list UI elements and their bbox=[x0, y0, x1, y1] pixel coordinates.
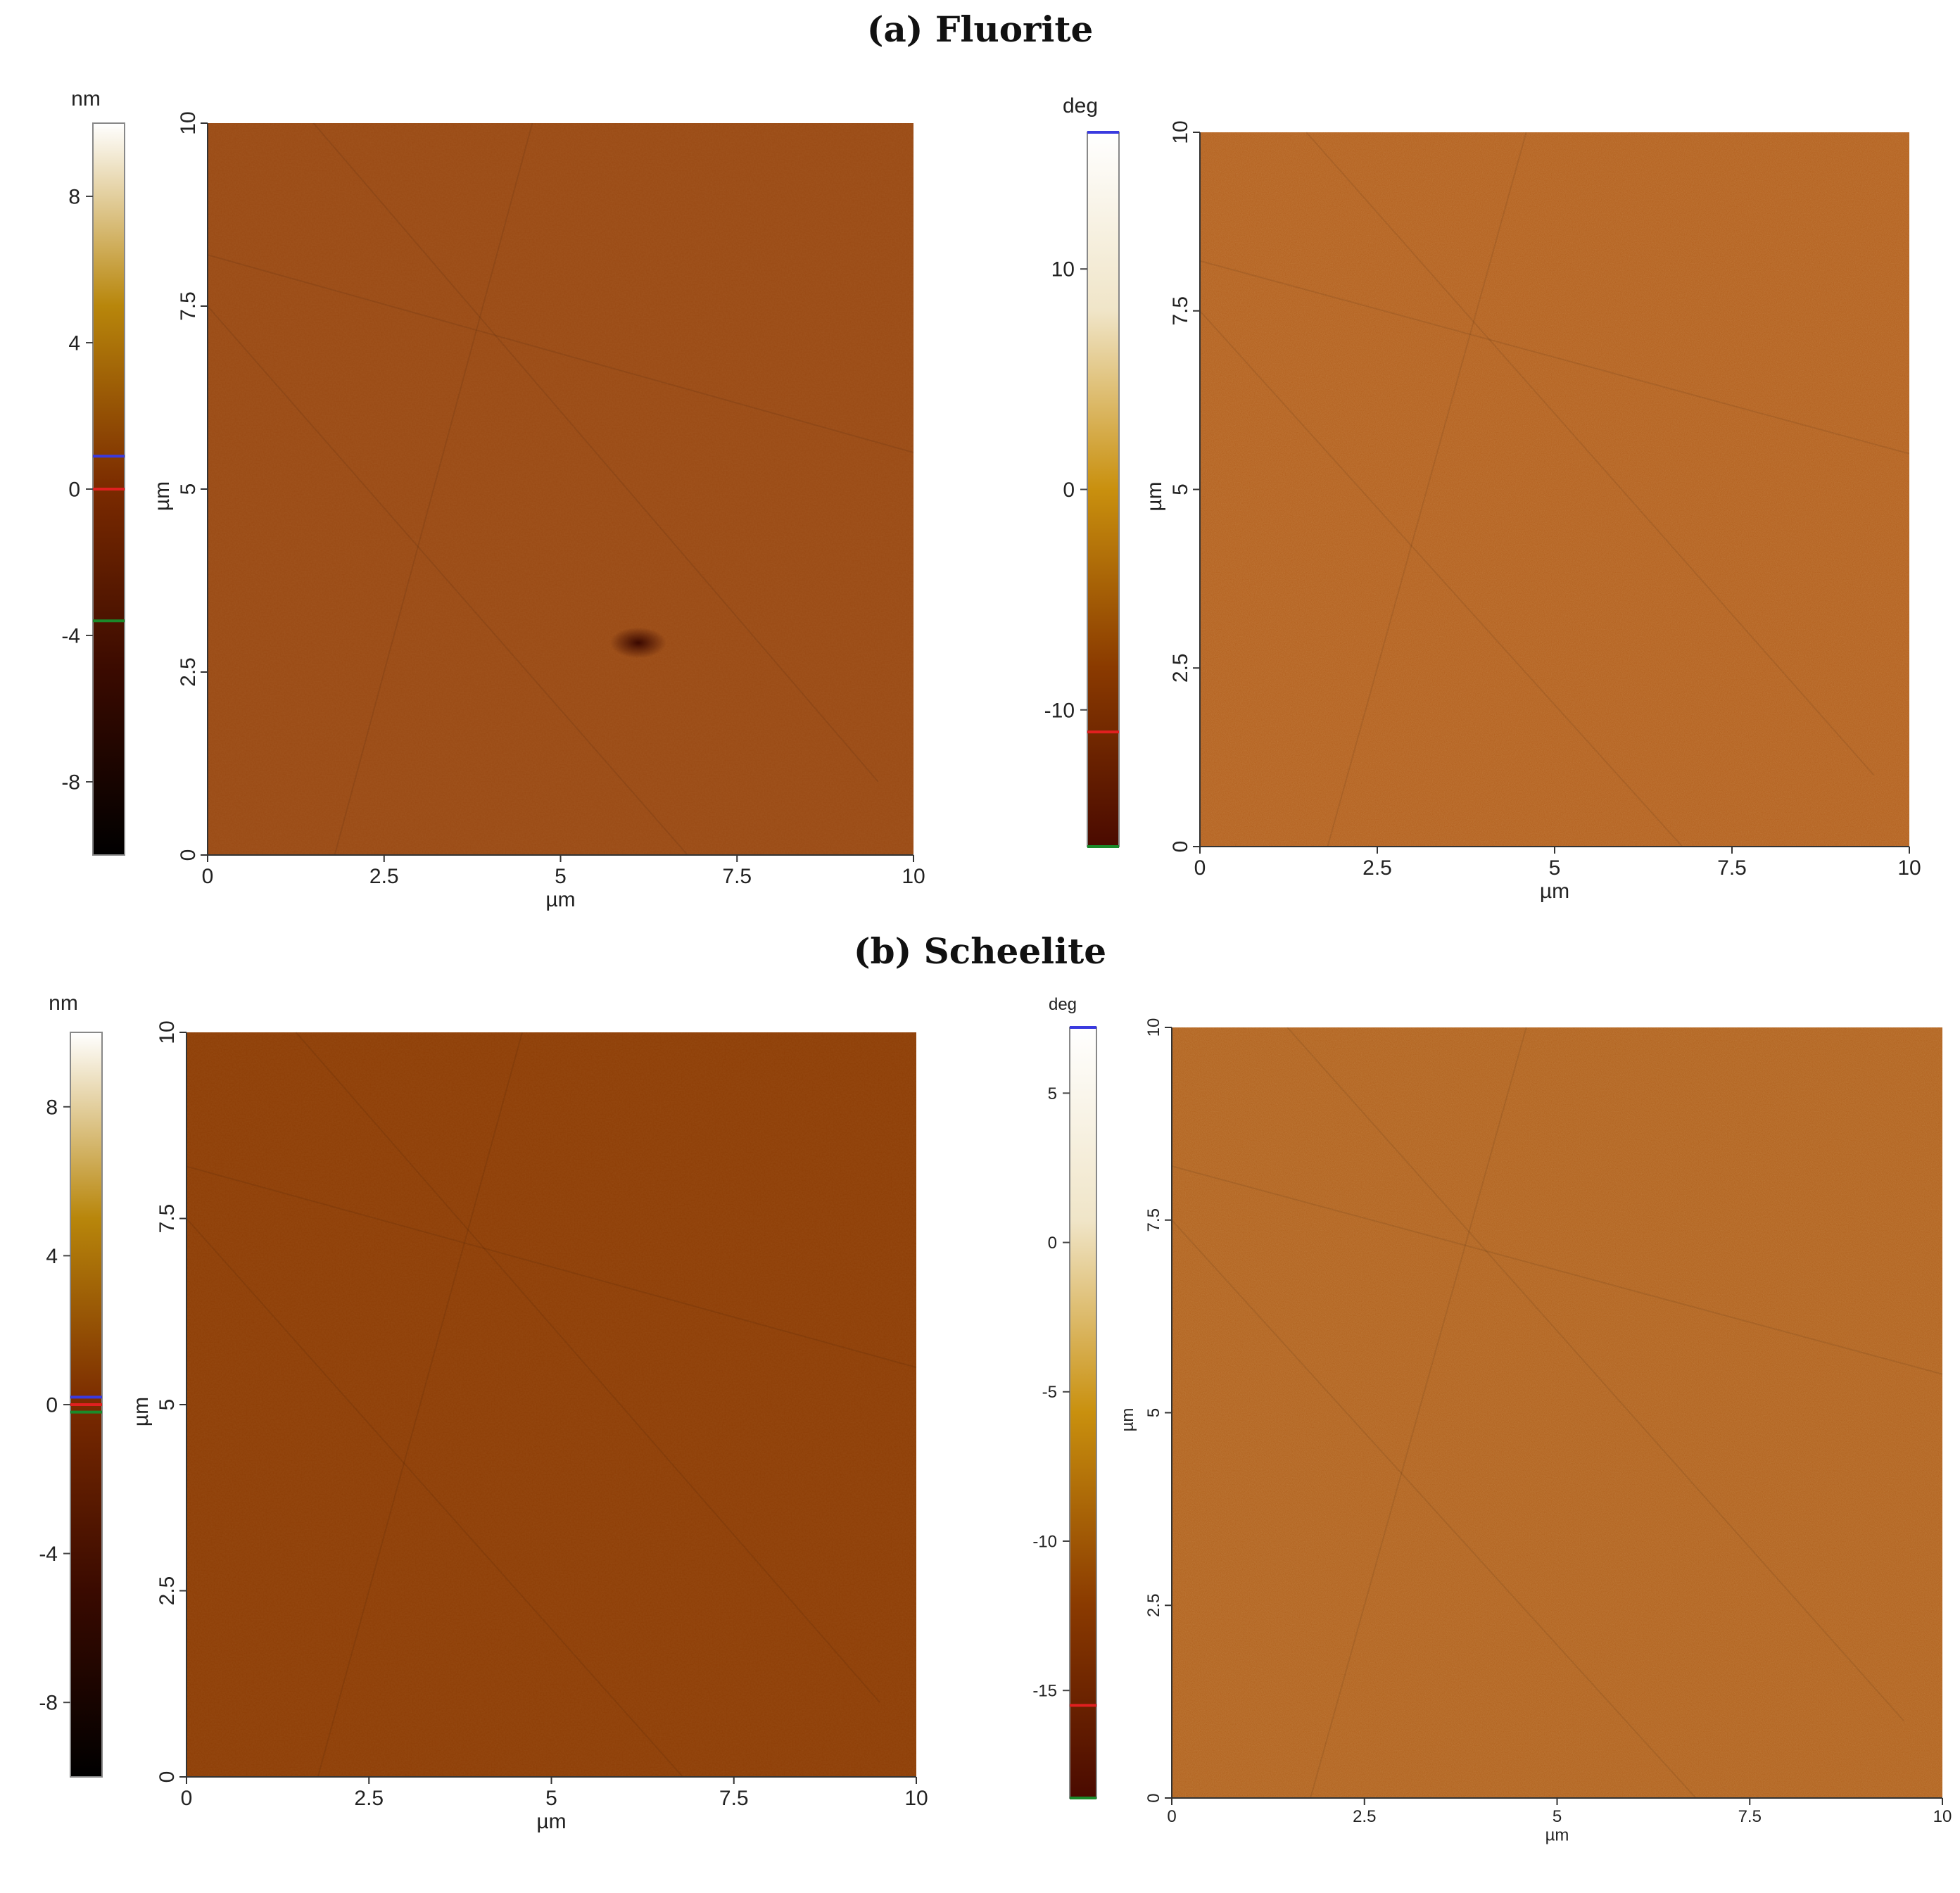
y-axis-label: µm bbox=[129, 1397, 153, 1426]
axes bbox=[201, 122, 914, 862]
y-tick-label: 2.5 bbox=[1169, 653, 1192, 683]
x-tick-label: 0 bbox=[202, 865, 214, 888]
colorbar-tick-label: -4 bbox=[61, 625, 80, 648]
colorbar-tick-label: -8 bbox=[61, 771, 80, 794]
colorbar-tick-label: 4 bbox=[46, 1245, 58, 1268]
x-tick-label: 7.5 bbox=[722, 865, 752, 888]
colorbar-unit-label: deg bbox=[1049, 996, 1077, 1014]
y-tick-label: 10 bbox=[177, 111, 200, 134]
section-name-b: Scheelite bbox=[923, 930, 1107, 972]
y-tick-label: 7.5 bbox=[1169, 296, 1192, 326]
colorbar-tick-label: -10 bbox=[1032, 1532, 1057, 1551]
y-tick-label: 5 bbox=[177, 483, 200, 495]
section-title-a: (a) Fluorite bbox=[866, 8, 1094, 50]
x-tick-label: 10 bbox=[904, 1787, 928, 1810]
colorbar-tick-label: -5 bbox=[1042, 1383, 1057, 1402]
y-tick-label: 7.5 bbox=[1144, 1208, 1163, 1232]
colorbar-unit-label: nm bbox=[71, 91, 101, 110]
section-letter-a: a bbox=[883, 8, 906, 50]
afm-feature-pit bbox=[609, 627, 666, 659]
panel-scheelite-phase: deg -15 -10 -5 0 5 0 2.5 5 7.5 10 0 2.5 5 7.5 10 µm µm bbox=[1020, 995, 1960, 1889]
colorbar-tick-label: 0 bbox=[46, 1394, 58, 1417]
colorbar-tick-label: -15 bbox=[1032, 1682, 1057, 1701]
afm-map-texture bbox=[186, 1032, 916, 1777]
x-axis-label: µm bbox=[545, 888, 575, 911]
x-tick-label: 0 bbox=[1194, 856, 1206, 880]
x-tick-label: 2.5 bbox=[369, 865, 399, 888]
axes bbox=[1193, 132, 1910, 854]
x-tick-label: 2.5 bbox=[1362, 856, 1392, 880]
x-tick-label: 5 bbox=[545, 1787, 557, 1810]
colorbar-tick-label: 8 bbox=[46, 1096, 58, 1119]
y-tick-label: 0 bbox=[1144, 1793, 1163, 1802]
afm-map-texture bbox=[1200, 132, 1909, 847]
y-tick-label: 0 bbox=[1169, 841, 1192, 853]
colorbar bbox=[1087, 132, 1120, 847]
afm-scratches bbox=[186, 1032, 917, 1778]
y-tick-label: 5 bbox=[1169, 483, 1192, 495]
y-tick-label: 0 bbox=[156, 1771, 179, 1783]
afm-figure-0: nm -8 -4 0 4 8 0 2.5 5 7.5 10 0 2.5 5 7.5 10 µm µm bbox=[61, 87, 925, 911]
afm-figure-3: deg -15 -10 -5 0 5 0 2.5 5 7.5 10 0 2.5 5 7.5 10 µm µm bbox=[1032, 995, 1952, 1844]
colorbar-tick-label: 0 bbox=[1063, 479, 1075, 502]
afm-scratches bbox=[207, 122, 914, 856]
colorbar-tick-label: 8 bbox=[68, 186, 80, 209]
axes bbox=[1165, 1027, 1943, 1805]
x-tick-label: 5 bbox=[555, 865, 567, 888]
afm-map-texture bbox=[208, 123, 913, 855]
afm-map-texture bbox=[1172, 1027, 1942, 1798]
x-tick-label: 10 bbox=[902, 865, 925, 888]
y-tick-label: 10 bbox=[156, 1020, 179, 1044]
y-tick-label: 7.5 bbox=[156, 1204, 179, 1234]
colorbar-tick-label: 0 bbox=[68, 479, 80, 502]
axes bbox=[179, 1032, 917, 1784]
colorbar-tick-label: -8 bbox=[39, 1692, 58, 1715]
y-axis-label: µm bbox=[1143, 481, 1166, 511]
section-title-b: (b) Scheelite bbox=[853, 930, 1107, 972]
x-axis-label: µm bbox=[1540, 880, 1569, 903]
section-name-a: Fluorite bbox=[935, 8, 1094, 50]
y-tick-label: 7.5 bbox=[177, 291, 200, 321]
y-tick-label: 10 bbox=[1144, 1018, 1163, 1037]
colorbar-tick-label: -4 bbox=[39, 1543, 58, 1566]
x-axis-label: µm bbox=[1545, 1825, 1569, 1844]
x-tick-label: 7.5 bbox=[1717, 856, 1747, 880]
x-tick-label: 0 bbox=[1167, 1807, 1176, 1826]
y-axis-label: µm bbox=[1118, 1408, 1137, 1432]
panel-scheelite-height: nm -8 -4 0 4 8 0 2.5 5 7.5 10 0 2.5 5 7.5 10 µm µm bbox=[28, 992, 944, 1868]
y-tick-label: 0 bbox=[177, 849, 200, 861]
colorbar-unit-label: nm bbox=[49, 996, 78, 1015]
colorbar-tick-label: 5 bbox=[1048, 1084, 1057, 1103]
colorbar-tick-label: 0 bbox=[1048, 1234, 1057, 1253]
y-tick-label: 10 bbox=[1169, 120, 1192, 144]
y-tick-label: 2.5 bbox=[1144, 1594, 1163, 1617]
x-tick-label: 7.5 bbox=[1738, 1807, 1762, 1826]
x-tick-label: 0 bbox=[181, 1787, 193, 1810]
y-tick-label: 5 bbox=[1144, 1408, 1163, 1417]
afm-scratches bbox=[1171, 1027, 1943, 1799]
colorbar-tick-label: -10 bbox=[1044, 699, 1075, 722]
colorbar bbox=[1069, 1027, 1097, 1799]
section-letter-b: b bbox=[870, 930, 895, 972]
y-axis-label: µm bbox=[151, 481, 174, 511]
x-axis-label: µm bbox=[536, 1810, 566, 1833]
x-tick-label: 7.5 bbox=[719, 1787, 749, 1810]
afm-figure-1: deg -10 0 10 0 2.5 5 7.5 10 0 2.5 5 7.5 10 µm µm bbox=[1044, 94, 1921, 903]
x-tick-label: 5 bbox=[1553, 1807, 1562, 1826]
x-tick-label: 10 bbox=[1897, 856, 1921, 880]
colorbar-unit-label: deg bbox=[1063, 94, 1098, 118]
panel-fluorite-phase: deg -10 0 10 0 2.5 5 7.5 10 0 2.5 5 7.5 10 µm µm bbox=[1013, 91, 1937, 938]
y-tick-label: 5 bbox=[156, 1399, 179, 1411]
x-tick-label: 2.5 bbox=[354, 1787, 384, 1810]
y-tick-label: 2.5 bbox=[177, 657, 200, 687]
colorbar-tick-label: 4 bbox=[68, 332, 80, 355]
x-tick-label: 10 bbox=[1933, 1807, 1952, 1826]
panel-fluorite-height: nm -8 -4 0 4 8 0 2.5 5 7.5 10 0 2.5 5 7.5 10 µm µm bbox=[49, 87, 942, 946]
x-tick-label: 2.5 bbox=[1353, 1807, 1376, 1826]
x-tick-label: 5 bbox=[1549, 856, 1561, 880]
y-tick-label: 2.5 bbox=[156, 1576, 179, 1606]
afm-figure-2: nm -8 -4 0 4 8 0 2.5 5 7.5 10 0 2.5 5 7.5 10 µm µm bbox=[39, 992, 928, 1833]
afm-scratches bbox=[1199, 132, 1910, 847]
colorbar-tick-label: 10 bbox=[1051, 258, 1075, 281]
